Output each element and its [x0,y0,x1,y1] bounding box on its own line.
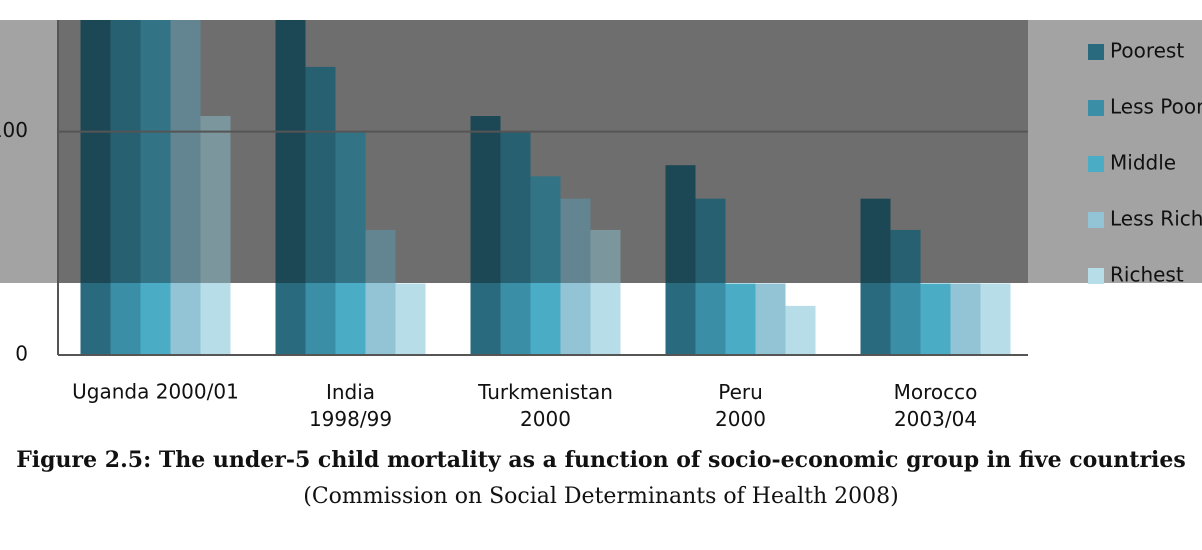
bar [365,229,396,355]
y-tick-label: 100 [0,118,28,142]
x-tick-label: Turkmenistan 2000 [477,380,613,431]
bar [725,283,756,355]
axes: 0 100 [0,20,1028,366]
x-tick-label: Peru 2000 [715,380,766,431]
chart-title: Figure 2.5: The under-5 child mortality … [16,447,1186,473]
x-tick-label: India 1998/99 [309,380,392,431]
bars [80,20,1011,355]
bar [665,165,696,355]
legend-swatch [1088,268,1104,284]
bar [590,229,621,355]
bar [110,20,141,355]
bar [80,20,111,355]
bar [560,198,591,355]
bar [785,305,816,355]
bar [890,229,921,355]
bar [395,283,426,355]
bar [860,198,891,355]
bar [695,198,726,355]
legend-swatch [1088,156,1104,172]
bar [470,116,501,355]
legend-label: Poorest [1110,39,1184,63]
bar [305,66,336,355]
x-tick-label: Uganda 2000/01 [72,380,239,404]
chart-subtitle: (Commission on Social Determinants of He… [303,484,899,509]
legend-label: Less Poor [1110,95,1202,119]
bar [275,20,306,355]
bar [500,131,531,355]
bar [530,176,561,355]
y-tick-label: 0 [15,342,28,366]
bar [950,283,981,355]
legend-swatch [1088,100,1104,116]
bar [200,116,231,355]
bar [170,20,201,355]
legend-label: Richest [1110,263,1184,287]
shade [58,20,1028,283]
legend-swatch [1088,212,1104,228]
bar [980,283,1011,355]
legend-label: Less Rich [1110,207,1202,231]
bar [335,131,366,355]
legend-swatch [1088,44,1104,60]
legend-label: Middle [1110,151,1176,175]
x-tick-label: Morocco 2003/04 [894,380,978,431]
bar [755,283,786,355]
bar [920,283,951,355]
bar [140,20,171,355]
